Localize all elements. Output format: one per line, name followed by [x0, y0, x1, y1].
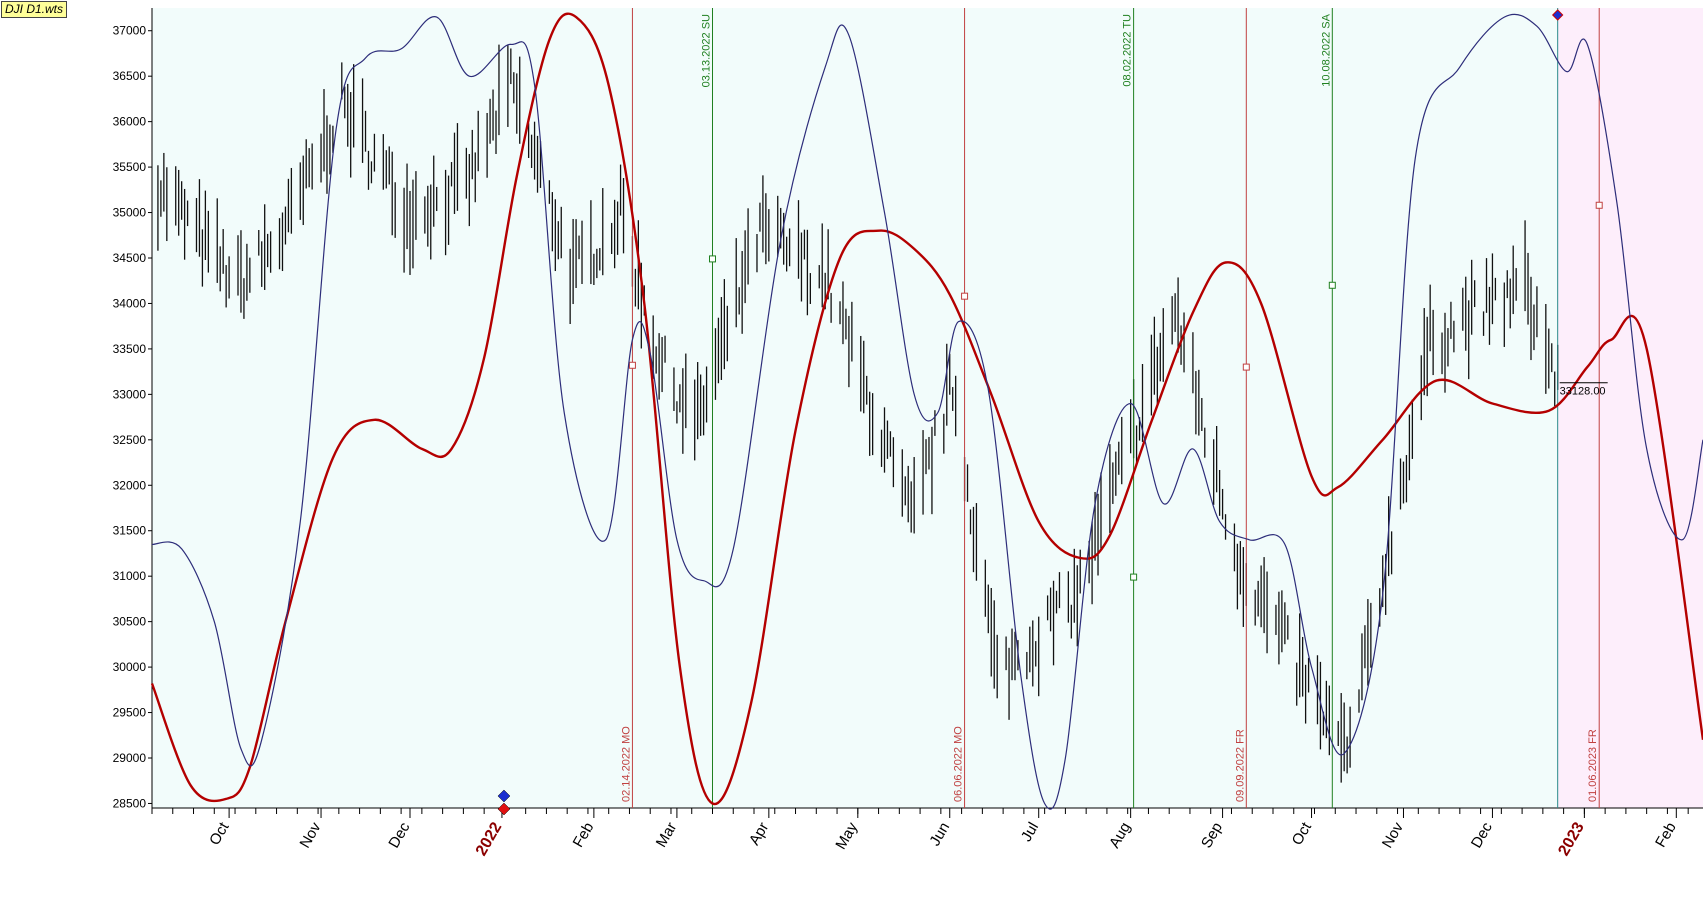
y-tick-label: 30000: [113, 660, 147, 674]
forecast-area: [1557, 8, 1703, 808]
x-tick-label: Apr: [746, 819, 772, 848]
y-tick-label: 29000: [113, 751, 147, 765]
cycle-marker: [1130, 573, 1138, 581]
forecast-diamond-marker: [1551, 9, 1564, 21]
y-tick-label: 33000: [113, 387, 147, 401]
cycle-marker: [961, 292, 969, 300]
red-cycle-curve: [150, 12, 1703, 806]
x-tick-label: 2023: [1555, 819, 1588, 858]
chart-title: DJI D1.wts: [1, 1, 68, 18]
y-tick-label: 37000: [113, 24, 147, 38]
y-tick-label: 31000: [113, 569, 147, 583]
x-tick-label: Jun: [926, 820, 953, 849]
cycle-marker: [1242, 363, 1250, 371]
y-tick-label: 31500: [113, 524, 147, 538]
cycle-date-label: 10.08.2022 SA: [1320, 13, 1332, 86]
cycle-marker: [628, 361, 636, 369]
x-tick-label: 2022: [473, 819, 506, 858]
blue-cycle-curve: [151, 13, 1703, 810]
y-tick-label: 32000: [113, 478, 147, 492]
cycle-date-label: 08.02.2022 TU: [1122, 14, 1134, 87]
x-tick-label: Oct: [206, 819, 233, 848]
x-tick-label: Nov: [296, 819, 324, 851]
cycle-date-label: 09.09.2022 FR: [1234, 729, 1246, 802]
cycle-marker: [1595, 201, 1603, 209]
cycle-date-label: 06.06.2022 MO: [953, 726, 965, 802]
y-tick-label: 34500: [113, 251, 147, 265]
x-tick-label: Feb: [570, 820, 598, 851]
x-tick-label: Sep: [1198, 820, 1226, 852]
red-diamond-marker: [497, 802, 511, 816]
cycle-date-label: 03.13.2022 SU: [700, 14, 712, 87]
y-tick-label: 29500: [113, 706, 147, 720]
x-tick-label: Oct: [1289, 819, 1316, 848]
plot-area: [152, 8, 1558, 808]
x-tick-label: Feb: [1652, 820, 1680, 851]
x-tick-label: May: [832, 819, 861, 852]
cycle-date-label: 02.14.2022 MO: [620, 726, 632, 802]
x-tick-label: Nov: [1379, 819, 1407, 851]
y-tick-label: 30500: [113, 615, 147, 629]
x-tick-label: Aug: [1106, 820, 1134, 852]
cycle-marker: [1328, 281, 1336, 289]
blue-diamond-marker: [497, 789, 511, 803]
x-tick-label: Dec: [385, 819, 413, 851]
y-tick-label: 35500: [113, 160, 147, 174]
y-tick-label: 34000: [113, 296, 147, 310]
y-tick-label: 36500: [113, 69, 147, 83]
y-tick-label: 36000: [113, 115, 147, 129]
last-price-label: 33128.00: [1560, 386, 1606, 398]
cycle-date-label: 01.06.2023 FR: [1587, 729, 1599, 802]
y-tick-label: 35000: [113, 206, 147, 220]
x-tick-label: Mar: [653, 820, 681, 851]
x-tick-label: Jul: [1018, 820, 1042, 845]
x-tick-label: Dec: [1468, 819, 1496, 851]
y-tick-label: 32500: [113, 433, 147, 447]
y-tick-label: 33500: [113, 342, 147, 356]
cycle-marker: [708, 255, 716, 263]
y-tick-label: 28500: [113, 796, 147, 810]
